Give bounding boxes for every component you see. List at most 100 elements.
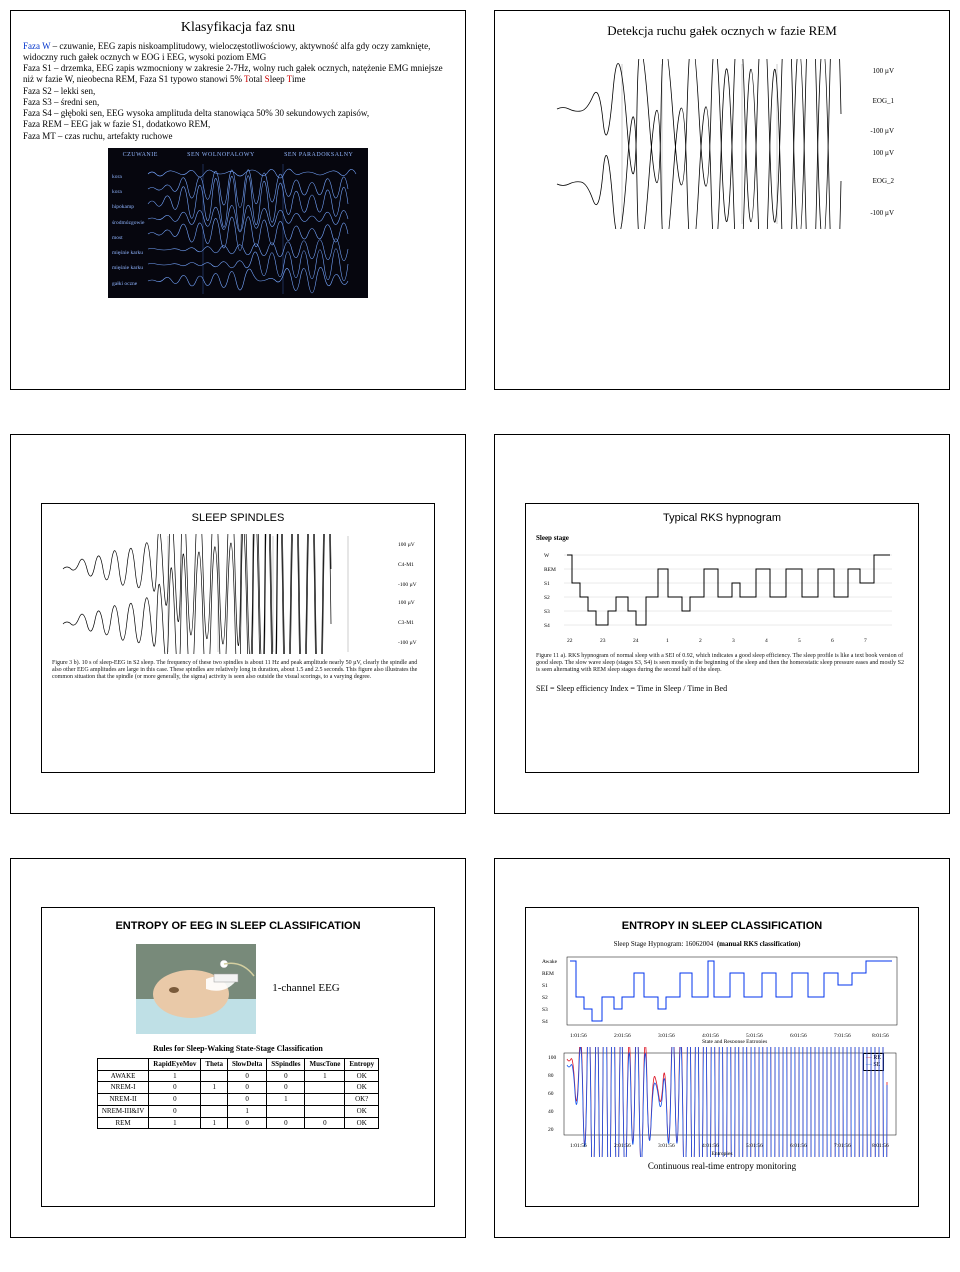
fazaW-label: Faza W <box>23 41 50 51</box>
s6-note: (manual RKS classification) <box>717 940 801 948</box>
tst-ime: ime <box>292 74 306 84</box>
cell: OK <box>345 1105 379 1117</box>
svg-text:3: 3 <box>732 638 735 644</box>
eog-lbl-5: -100 µV <box>870 209 894 218</box>
svg-text:6:01:56: 6:01:56 <box>790 1143 807 1149</box>
eog-lbl-4: EOG_2 <box>873 177 894 186</box>
table-row: AWAKE1001OK <box>97 1070 378 1082</box>
cell: 0 <box>267 1082 305 1094</box>
slide1-title: Klasyfikacja faz snu <box>23 19 453 37</box>
s6-entropy-svg: 100 80 60 40 20 1:01:56 2:01:56 3:01:56 4:01:… <box>542 1047 902 1157</box>
svg-text:4:01:56: 4:01:56 <box>702 1143 719 1149</box>
cell <box>305 1105 345 1117</box>
cell <box>267 1105 305 1117</box>
s6-hypno: AwakeREMS1 S2S3S4 1:01:562:01:563:01:56 … <box>542 953 902 1043</box>
s1-line7: Faza MT – czas ruchu, artefakty ruchowe <box>23 131 173 141</box>
svg-text:3:01:56: 3:01:56 <box>658 1033 675 1039</box>
eeg-svg <box>108 148 368 298</box>
col-6: Entropy <box>345 1058 379 1070</box>
svg-text:S1: S1 <box>542 983 548 989</box>
svg-text:S4: S4 <box>542 1019 548 1025</box>
svg-text:1: 1 <box>666 638 669 644</box>
col-3: SlowDelta <box>227 1058 266 1070</box>
slide1-body: Faza W – czuwanie, EEG zapis niskoamplit… <box>23 41 453 142</box>
cell: 1 <box>267 1094 305 1106</box>
slide-rem-detection: Detekcja ruchu gałek ocznych w fazie REM… <box>494 10 950 390</box>
cell: 0 <box>227 1094 266 1106</box>
cell: 0 <box>267 1117 305 1129</box>
hypno-panel: Typical RKS hypnogram Sleep stage WREMS1… <box>525 503 919 773</box>
cell: 0 <box>227 1070 266 1082</box>
spindles-plot: 100 µV C4-M1 -100 µV 100 µV C3-M1 -100 µ… <box>52 534 424 654</box>
cell: 1 <box>305 1070 345 1082</box>
svg-text:Awake: Awake <box>542 959 558 965</box>
svg-text:W: W <box>544 553 550 559</box>
cell: NREM-III&IV <box>97 1105 148 1117</box>
svg-text:20: 20 <box>548 1127 554 1133</box>
col-0 <box>97 1058 148 1070</box>
patient-svg <box>136 944 256 1034</box>
eog-plot: 100 µV EOG_1 -100 µV 100 µV EOG_2 -100 µ… <box>552 59 892 229</box>
svg-text:4: 4 <box>765 638 768 644</box>
eog-lbl-2: -100 µV <box>870 127 894 136</box>
eeg-traces-figure: CZUWANIE SEN WOLNOFALOWY SEN PARADOKSALN… <box>108 148 368 298</box>
cell: 0 <box>149 1082 201 1094</box>
table-row: NREM-III&IV0 1 OK <box>97 1105 378 1117</box>
cell: 0 <box>227 1117 266 1129</box>
svg-text:1:01:56: 1:01:56 <box>570 1143 587 1149</box>
svg-text:S1: S1 <box>544 581 550 587</box>
svg-text:60: 60 <box>548 1091 554 1097</box>
svg-text:S3: S3 <box>544 609 550 615</box>
hypno-title: Typical RKS hypnogram <box>536 512 908 526</box>
col-4: SSpindles <box>267 1058 305 1070</box>
s1-line3: Faza S2 – lekki sen, <box>23 86 95 96</box>
svg-text:1:01:56: 1:01:56 <box>570 1033 587 1039</box>
cell <box>305 1094 345 1106</box>
cell: 1 <box>201 1117 228 1129</box>
cell: 0 <box>149 1094 201 1106</box>
svg-text:2: 2 <box>699 638 702 644</box>
cell <box>201 1094 228 1106</box>
cell: OK <box>345 1070 379 1082</box>
svg-text:7:01:56: 7:01:56 <box>834 1143 851 1149</box>
spindles-svg: 100 µV C4-M1 -100 µV 100 µV C3-M1 -100 µ… <box>52 534 424 654</box>
table-row: REM11000OK <box>97 1117 378 1129</box>
s6-caption: Continuous real-time entropy monitoring <box>536 1161 908 1172</box>
slide-sleep-spindles: SLEEP SPINDLES 100 µV C4-M1 -100 <box>10 434 466 814</box>
entropy-eeg-panel: ENTROPY OF EEG IN SLEEP CLASSIFICATION 1… <box>41 907 435 1207</box>
svg-text:S2: S2 <box>542 995 548 1001</box>
s6-hypno-svg: AwakeREMS1 S2S3S4 1:01:562:01:563:01:56 … <box>542 953 902 1043</box>
svg-text:7: 7 <box>864 638 867 644</box>
table-row: NREM-I0100OK <box>97 1082 378 1094</box>
cell <box>305 1082 345 1094</box>
rules-title: Rules for Sleep-Waking State-Stage Class… <box>52 1044 424 1054</box>
slide-hypnogram: Typical RKS hypnogram Sleep stage WREMS1… <box>494 434 950 814</box>
svg-text:40: 40 <box>548 1109 554 1115</box>
svg-text:100: 100 <box>548 1055 557 1061</box>
hypno-plot: WREMS1 S2S3S4 222324 123 456 7 <box>536 547 908 647</box>
hypno-svg: WREMS1 S2S3S4 222324 123 456 7 <box>536 547 908 647</box>
s5-title: ENTROPY OF EEG IN SLEEP CLASSIFICATION <box>52 920 424 934</box>
cell: OK <box>345 1082 379 1094</box>
svg-text:80: 80 <box>548 1073 554 1079</box>
sp-lbl-1: C4-M1 <box>398 562 414 568</box>
svg-text:S2: S2 <box>544 595 550 601</box>
s5-top: 1-channel EEG <box>52 944 424 1034</box>
eog-lbl-1: EOG_1 <box>873 97 894 106</box>
svg-text:3:01:56: 3:01:56 <box>658 1143 675 1149</box>
cell: 1 <box>227 1105 266 1117</box>
cell: 0 <box>227 1082 266 1094</box>
cell: 0 <box>149 1105 201 1117</box>
svg-text:2:01:56: 2:01:56 <box>614 1143 631 1149</box>
s1-line4: Faza S3 – średni sen, <box>23 97 99 107</box>
s1-line2: Faza S1 – drzemka, EEG zapis wzmocniony … <box>23 63 443 84</box>
svg-text:REM: REM <box>544 567 556 573</box>
s6-subtitle: Sleep Stage Hypnogram: 16062004 <box>614 940 714 948</box>
tst-otal: otal <box>249 74 265 84</box>
cell <box>201 1105 228 1117</box>
cell: 1 <box>201 1082 228 1094</box>
s1-line6: Faza REM – EEG jak w fazie S1, dodatkowo… <box>23 119 210 129</box>
cell: 1 <box>149 1070 201 1082</box>
spindles-panel: SLEEP SPINDLES 100 µV C4-M1 -100 <box>41 503 435 773</box>
svg-text:22: 22 <box>567 638 573 644</box>
